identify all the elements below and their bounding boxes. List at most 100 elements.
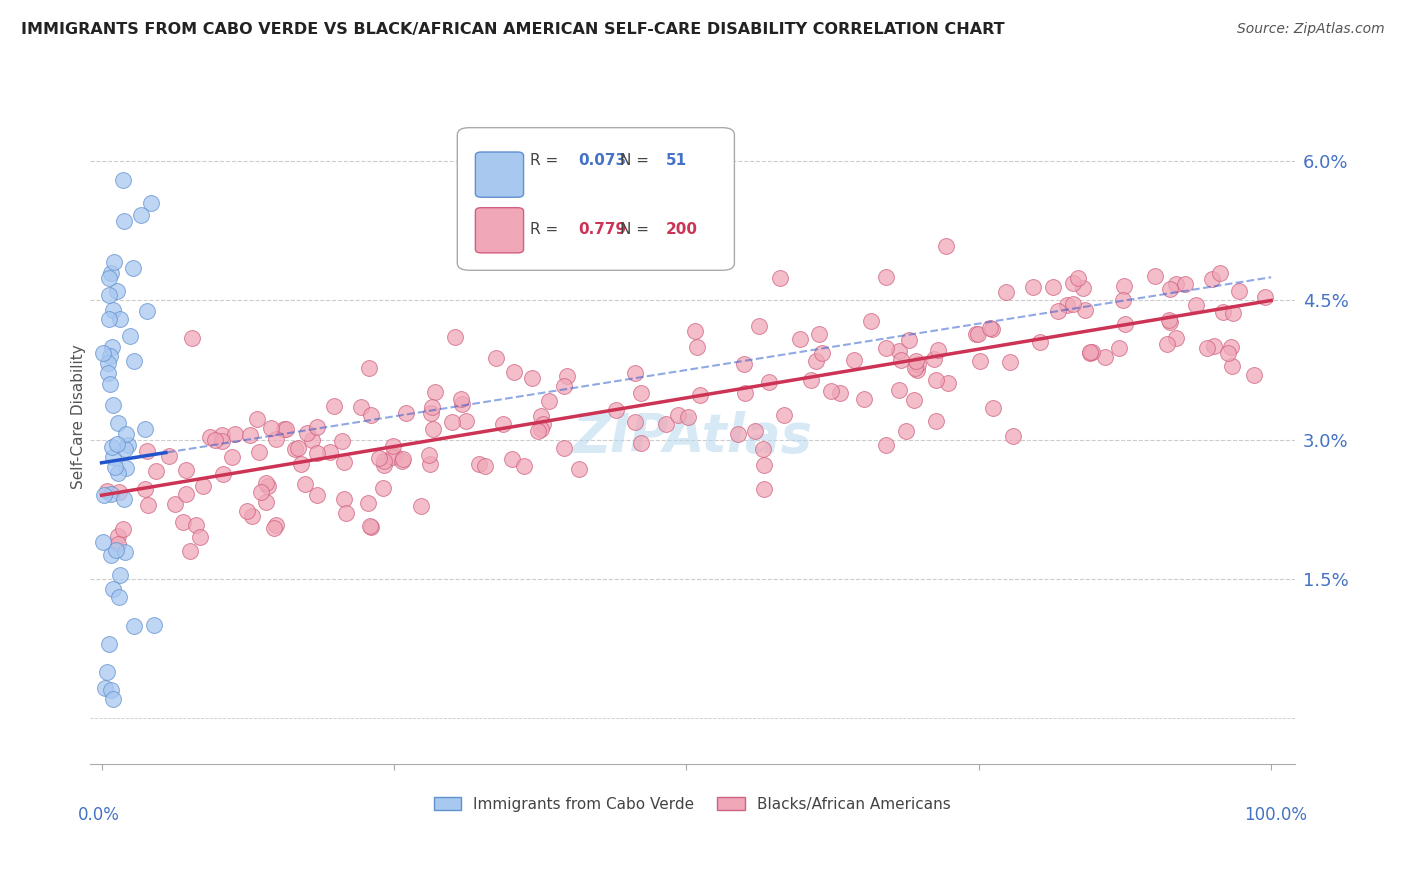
Point [936, 376, 959, 390]
Point [727, 426, 749, 441]
Point [969, 354, 991, 368]
Point [360, 408, 382, 422]
Text: IMMIGRANTS FROM CABO VERDE VS BLACK/AFRICAN AMERICAN SELF-CARE DISABILITY CORREL: IMMIGRANTS FROM CABO VERDE VS BLACK/AFRI… [21, 22, 1005, 37]
Point [734, 386, 756, 401]
Point [820, 384, 842, 398]
Point [860, 314, 883, 328]
Point [105, 543, 128, 558]
Point [107, 529, 129, 543]
Point [557, 368, 579, 383]
Point [530, 422, 553, 436]
Point [1144, 268, 1167, 283]
Point [264, 432, 287, 446]
Point [287, 441, 309, 455]
Point [97, 366, 120, 380]
Point [221, 450, 243, 464]
Point [381, 450, 404, 465]
Point [108, 591, 131, 605]
Point [136, 498, 159, 512]
Point [1156, 336, 1178, 351]
Point [450, 392, 472, 407]
Point [122, 618, 145, 632]
Point [513, 458, 536, 473]
Point [935, 239, 957, 253]
Point [1159, 315, 1181, 329]
Point [96, 665, 118, 679]
Point [97, 270, 120, 285]
Point [97, 356, 120, 370]
Point [382, 439, 405, 453]
Point [174, 487, 197, 501]
Point [135, 303, 157, 318]
Point [91, 346, 114, 360]
Point [733, 357, 755, 371]
Point [668, 409, 690, 423]
Point [108, 484, 131, 499]
Point [333, 491, 356, 506]
Point [1202, 339, 1225, 353]
Point [922, 351, 945, 366]
Point [330, 434, 353, 448]
Point [423, 384, 446, 399]
Point [107, 437, 129, 451]
Point [485, 351, 508, 365]
Point [101, 398, 124, 412]
Point [1066, 270, 1088, 285]
Point [284, 442, 307, 456]
Point [890, 353, 912, 368]
Point [451, 397, 474, 411]
Point [145, 463, 167, 477]
Point [101, 582, 124, 596]
Point [773, 408, 796, 422]
Point [875, 438, 897, 452]
Point [114, 442, 136, 457]
Point [246, 412, 269, 426]
Point [318, 445, 340, 459]
Point [98, 349, 121, 363]
Point [1185, 297, 1208, 311]
Point [689, 388, 711, 402]
Point [107, 416, 129, 430]
Point [371, 481, 394, 495]
Point [456, 414, 478, 428]
Point [307, 420, 329, 434]
Point [537, 393, 560, 408]
Point [501, 451, 523, 466]
Text: R =: R = [530, 222, 562, 237]
Point [1080, 344, 1102, 359]
Point [1253, 290, 1275, 304]
Point [531, 417, 554, 432]
Point [100, 487, 122, 501]
Point [676, 409, 699, 424]
Point [1029, 334, 1052, 349]
Point [129, 208, 152, 222]
Point [101, 440, 124, 454]
Point [211, 434, 233, 448]
Point [808, 327, 831, 342]
Point [250, 484, 273, 499]
Point [1108, 341, 1130, 355]
Text: Source: ZipAtlas.com: Source: ZipAtlas.com [1237, 22, 1385, 37]
Point [409, 499, 432, 513]
Point [1062, 276, 1084, 290]
Point [967, 326, 990, 341]
Point [114, 214, 136, 228]
Point [830, 386, 852, 401]
Point [800, 373, 823, 387]
Point [112, 491, 135, 506]
Point [107, 536, 129, 550]
Point [419, 406, 441, 420]
Point [254, 495, 277, 509]
Point [789, 332, 811, 346]
Point [104, 460, 127, 475]
Point [853, 392, 876, 406]
Point [769, 271, 792, 285]
Point [260, 420, 283, 434]
Point [686, 340, 709, 354]
Point [100, 266, 122, 280]
Point [605, 403, 627, 417]
Point [925, 373, 948, 387]
Point [683, 324, 706, 338]
Point [263, 521, 285, 535]
Point [395, 406, 418, 420]
